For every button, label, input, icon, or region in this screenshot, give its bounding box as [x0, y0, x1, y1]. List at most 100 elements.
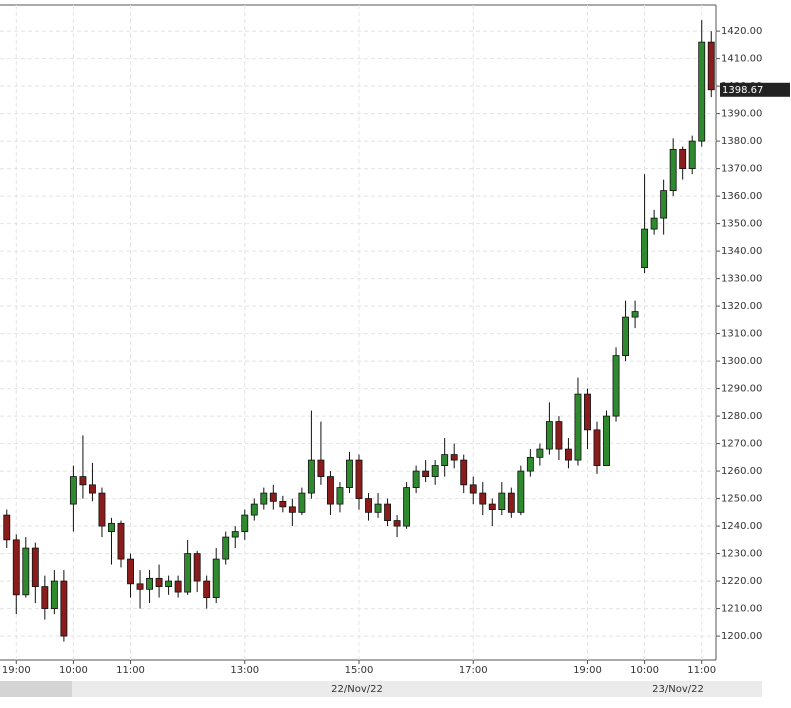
candle-body [193, 553, 201, 582]
y-tick-label: 1240.00 [721, 521, 762, 532]
candle-body [374, 503, 382, 513]
x-tick-label: 17:00 [459, 665, 488, 676]
y-tick-label: 1290.00 [721, 384, 762, 395]
candle-body [355, 459, 363, 499]
date-strip [72, 681, 762, 697]
y-tick-label: 1270.00 [721, 439, 762, 450]
y-tick-label: 1320.00 [721, 301, 762, 312]
candle-body [479, 492, 487, 505]
y-tick-label: 1230.00 [721, 549, 762, 560]
candle-body [117, 522, 125, 560]
candle-body [88, 484, 96, 494]
y-tick-label: 1420.00 [721, 26, 762, 37]
candle-body [79, 476, 87, 486]
y-tick-label: 1280.00 [721, 411, 762, 422]
y-tick-label: 1340.00 [721, 246, 762, 257]
x-tick-label: 10:00 [630, 665, 659, 676]
candle-body [136, 583, 144, 590]
date-label: 23/Nov/22 [652, 684, 704, 695]
candle-body [555, 421, 563, 450]
candle-body [460, 459, 468, 486]
candle-body [298, 492, 306, 513]
candle-body [279, 500, 287, 508]
candle-body [507, 492, 515, 513]
candle-body [60, 580, 68, 637]
last-price-label: 1398.67 [722, 85, 763, 96]
y-tick-label: 1390.00 [721, 109, 762, 120]
y-tick-label: 1350.00 [721, 219, 762, 230]
candle-body [631, 311, 639, 318]
candle-body [365, 498, 372, 513]
candle-body [222, 536, 230, 560]
candle-body [688, 140, 696, 170]
candle-body [517, 470, 525, 513]
x-tick-label: 10:00 [59, 665, 88, 676]
x-tick-label: 19:00 [573, 665, 602, 676]
y-tick-label: 1310.00 [721, 329, 762, 340]
candle-body [346, 459, 353, 488]
candle-body [403, 487, 411, 527]
y-tick-label: 1410.00 [721, 54, 762, 65]
candle-body [384, 503, 392, 521]
date-label: 22/Nov/22 [331, 684, 383, 695]
candle-body [231, 531, 239, 538]
candle-body [336, 487, 344, 505]
candle-body [260, 492, 268, 505]
candle-body [393, 520, 401, 527]
candle-body [669, 148, 677, 192]
candle-body [450, 454, 458, 461]
y-tick-label: 1330.00 [721, 274, 762, 285]
candle-body [603, 415, 610, 466]
candle-body [622, 316, 630, 356]
candle-body [288, 506, 296, 513]
candle-body [22, 547, 30, 596]
candle-body [184, 553, 192, 593]
candle-body [98, 492, 106, 527]
candle-body [584, 393, 591, 431]
candle-body [127, 558, 134, 585]
x-tick-label: 15:00 [345, 665, 374, 676]
y-tick-label: 1260.00 [721, 466, 762, 477]
y-tick-label: 1300.00 [721, 356, 762, 367]
candle-body [536, 448, 544, 458]
y-tick-label: 1380.00 [721, 136, 762, 147]
candle-body [250, 503, 258, 516]
candle-body [574, 393, 582, 461]
candle-body [488, 503, 496, 510]
candle-body [641, 228, 649, 269]
y-tick-label: 1210.00 [721, 604, 762, 615]
candle-body [326, 476, 334, 505]
y-tick-label: 1370.00 [721, 164, 762, 175]
candle-body [155, 577, 163, 587]
candle-body [31, 547, 39, 587]
y-tick-label: 1200.00 [721, 631, 762, 642]
date-strip-prev [0, 681, 72, 697]
candle-body [422, 470, 430, 477]
x-tick-label: 13:00 [230, 665, 259, 676]
candle-body [526, 456, 534, 472]
candle-body [317, 459, 325, 477]
y-tick-label: 1220.00 [721, 576, 762, 587]
candle-body [212, 558, 220, 598]
y-tick-label: 1360.00 [721, 191, 762, 202]
candle-body [441, 454, 449, 466]
x-tick-label: 11:00 [687, 665, 716, 676]
candle-body [431, 465, 439, 477]
candle-body [174, 580, 182, 593]
candle-body [660, 190, 668, 219]
candle-body [3, 514, 11, 541]
candle-body [12, 539, 20, 596]
candle-body [203, 580, 211, 598]
candle-body [69, 476, 77, 505]
candle-body [108, 522, 115, 532]
candle-body [412, 470, 420, 488]
x-tick-label: 11:00 [116, 665, 145, 676]
candle-body [269, 492, 277, 502]
candle-body [50, 580, 58, 609]
candle-body [593, 429, 601, 466]
candle-body [679, 148, 687, 170]
candle-body [545, 421, 553, 450]
candle-body [707, 41, 715, 91]
